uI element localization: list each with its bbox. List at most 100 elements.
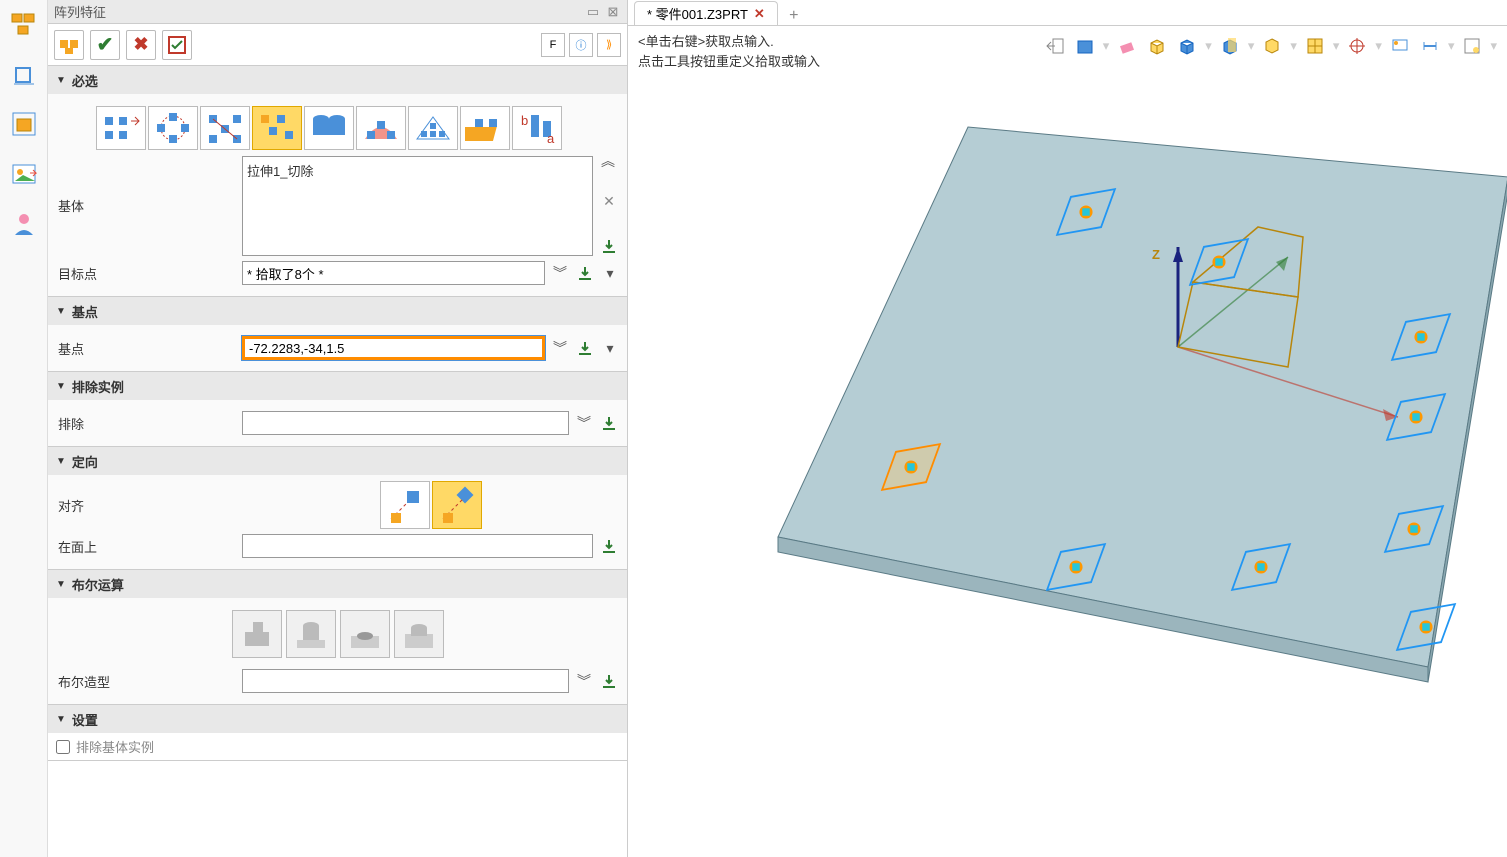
basepoint-input[interactable]: [242, 336, 545, 360]
separator: ▾: [1490, 38, 1497, 54]
align-parallel[interactable]: [380, 481, 430, 529]
section-required: ▼ 必选 ba 基体 拉伸1_切除: [48, 66, 627, 297]
minimize-icon[interactable]: ▭: [585, 4, 601, 20]
image-icon[interactable]: [8, 158, 40, 190]
filter-icon[interactable]: [1460, 34, 1484, 58]
section-exclude: ▼ 排除实例 排除 ︾: [48, 372, 627, 447]
label-onface: 在面上: [56, 537, 236, 556]
download-icon[interactable]: [599, 536, 619, 556]
screen-icon[interactable]: [1388, 34, 1412, 58]
cube-icon[interactable]: [1175, 34, 1199, 58]
add-tab-button[interactable]: +: [782, 7, 806, 25]
exit-icon[interactable]: [1043, 34, 1067, 58]
grid-icon[interactable]: [1303, 34, 1327, 58]
separator: ▾: [1205, 38, 1212, 54]
cancel-button[interactable]: ✖: [126, 30, 156, 60]
section-icon[interactable]: [1218, 34, 1242, 58]
f-button[interactable]: F: [541, 33, 565, 57]
pattern-table[interactable]: [304, 106, 354, 150]
bool-base[interactable]: [232, 610, 282, 658]
dropdown-icon[interactable]: ▾: [601, 343, 619, 353]
section-header-boolean[interactable]: ▼ 布尔运算: [48, 570, 627, 598]
section-basepoint: ▼ 基点 基点 ︾ ▾: [48, 297, 627, 372]
tab-file[interactable]: * 零件001.Z3PRT ✕: [634, 1, 778, 25]
section-header-orient[interactable]: ▼ 定向: [48, 447, 627, 475]
base-list[interactable]: 拉伸1_切除: [242, 156, 593, 256]
section-header-settings[interactable]: ▼ 设置: [48, 705, 627, 733]
align-normal[interactable]: [432, 481, 482, 529]
hex-icon[interactable]: [1260, 34, 1284, 58]
separator: ▾: [1375, 38, 1382, 54]
chevron-expand-icon[interactable]: ︾: [551, 268, 569, 278]
expand-button[interactable]: ⟫: [597, 33, 621, 57]
measure-icon[interactable]: [1418, 34, 1442, 58]
section-title-orient: 定向: [72, 452, 98, 471]
bool-remove[interactable]: [340, 610, 390, 658]
svg-text:a: a: [547, 131, 555, 145]
close-icon[interactable]: ✕: [599, 191, 619, 211]
pattern-polygon[interactable]: [200, 106, 250, 150]
section-header-basepoint[interactable]: ▼ 基点: [48, 297, 627, 325]
pattern-variable[interactable]: ba: [512, 106, 562, 150]
close-panel-icon[interactable]: ⊠: [605, 4, 621, 20]
boolshape-input[interactable]: [242, 669, 569, 693]
pattern-circular[interactable]: [148, 106, 198, 150]
dock-button[interactable]: [54, 30, 84, 60]
section-header-exclude[interactable]: ▼ 排除实例: [48, 372, 627, 400]
download-icon[interactable]: [599, 236, 619, 256]
user-icon[interactable]: [8, 208, 40, 240]
chevron-down-icon: ▼: [56, 714, 66, 725]
eraser-icon[interactable]: [1115, 34, 1139, 58]
ok-button[interactable]: ✔: [90, 30, 120, 60]
chevron-expand-icon[interactable]: ︾: [575, 676, 593, 686]
right-panel: * 零件001.Z3PRT ✕ + <单击右键>获取点输入. 点击工具按钮重定义…: [628, 0, 1507, 857]
section-boolean: ▼ 布尔运算 布尔造型 ︾: [48, 570, 627, 705]
pattern-face[interactable]: [460, 106, 510, 150]
separator: ▾: [1290, 38, 1297, 54]
bool-intersect[interactable]: [394, 610, 444, 658]
chevron-expand-icon[interactable]: ︾: [551, 343, 569, 353]
viewport-toolbar: ▾ ▾ ▾ ▾ ▾ ▾ ▾ ▾: [1043, 34, 1497, 58]
checkbox-exclude-base[interactable]: 排除基体实例: [48, 733, 627, 760]
download-icon[interactable]: [599, 671, 619, 691]
chevron-down-icon: ▼: [56, 456, 66, 467]
pattern-point[interactable]: [252, 106, 302, 150]
close-icon[interactable]: ✕: [754, 6, 765, 22]
target-input[interactable]: [242, 261, 545, 285]
section-settings: ▼ 设置 排除基体实例: [48, 705, 627, 761]
section-title-settings: 设置: [72, 710, 98, 729]
box-icon[interactable]: [8, 108, 40, 140]
box3d-icon[interactable]: [1145, 34, 1169, 58]
download-icon[interactable]: [575, 263, 595, 283]
cube-icon[interactable]: [8, 58, 40, 90]
3d-viewport[interactable]: Z: [628, 77, 1507, 857]
exclude-input[interactable]: [242, 411, 569, 435]
pattern-curve[interactable]: [356, 106, 406, 150]
section-header-required[interactable]: ▼ 必选: [48, 66, 627, 94]
list-item[interactable]: 拉伸1_切除: [247, 161, 588, 180]
info-button[interactable]: ⓘ: [569, 33, 593, 57]
pattern-linear[interactable]: [96, 106, 146, 150]
dropdown-icon[interactable]: ▾: [601, 268, 619, 278]
pattern-fill[interactable]: [408, 106, 458, 150]
label-basepoint-field: 基点: [56, 339, 236, 358]
onface-input[interactable]: [242, 534, 593, 558]
bool-add[interactable]: [286, 610, 336, 658]
chevron-up-icon[interactable]: ︽: [599, 156, 617, 166]
chevron-down-icon: ▼: [56, 75, 66, 86]
download-icon[interactable]: [599, 413, 619, 433]
chevron-expand-icon[interactable]: ︾: [575, 418, 593, 428]
target-icon[interactable]: [1345, 34, 1369, 58]
separator: ▾: [1333, 38, 1340, 54]
label-target: 目标点: [56, 264, 236, 283]
download-icon[interactable]: [575, 338, 595, 358]
vertical-sidebar: [0, 0, 48, 857]
view-icon[interactable]: [1073, 34, 1097, 58]
apply-button[interactable]: [162, 30, 192, 60]
feature-tree-icon[interactable]: [8, 8, 40, 40]
svg-text:b: b: [521, 113, 528, 128]
separator: ▾: [1103, 38, 1110, 54]
section-title-boolean: 布尔运算: [72, 575, 124, 594]
label-base: 基体: [56, 156, 236, 215]
exclude-base-checkbox[interactable]: [56, 740, 70, 754]
